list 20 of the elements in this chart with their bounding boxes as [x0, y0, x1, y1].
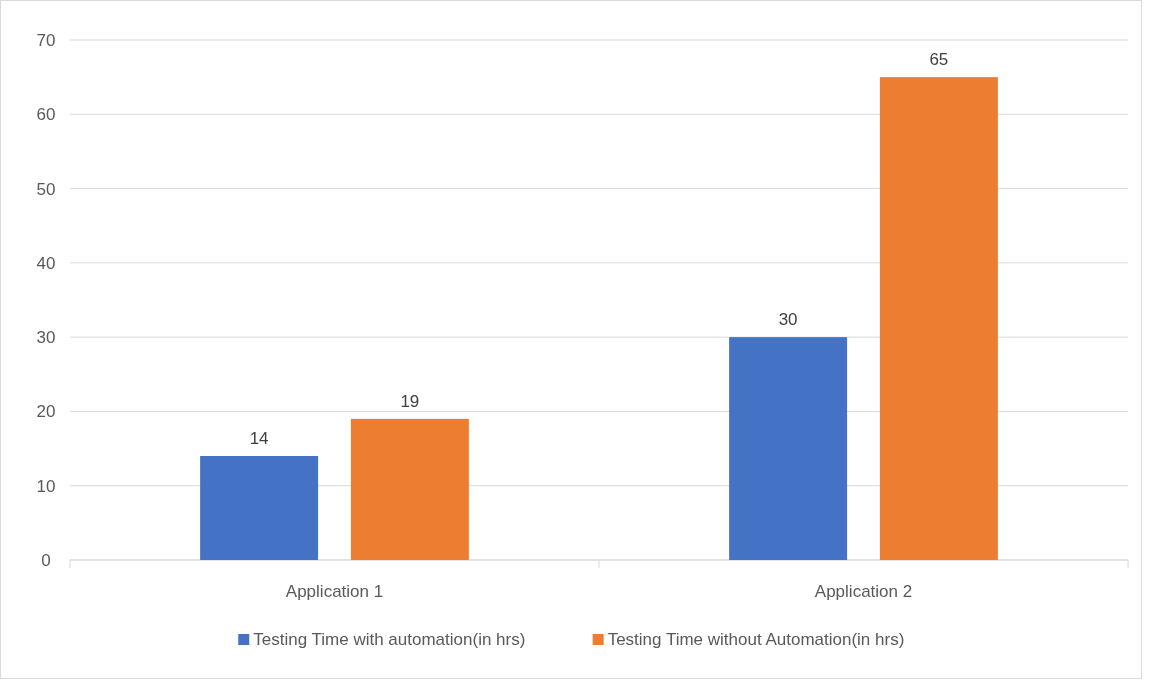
data-label: 19: [400, 391, 420, 411]
bar: [879, 77, 998, 560]
bar: [729, 337, 848, 560]
x-tick-label: Application 2: [814, 582, 913, 601]
x-tick-label: Application 1: [285, 582, 384, 601]
y-tick-label: 30: [36, 328, 56, 348]
legend-label: Testing Time without Automation(in hrs): [607, 630, 905, 649]
y-tick-label: 20: [36, 402, 56, 422]
data-label: 14: [249, 429, 269, 448]
y-tick-label: 40: [36, 253, 56, 273]
y-tick-label: 50: [36, 179, 56, 199]
bar: [350, 418, 469, 560]
y-tick-label: 70: [36, 31, 56, 50]
legend-label: Testing Time with automation(in hrs): [253, 630, 526, 649]
data-label: 65: [929, 50, 949, 70]
y-tick-label: 10: [36, 476, 56, 496]
y-tick-label: 60: [36, 105, 56, 125]
data-label: 30: [778, 310, 798, 330]
bar: [200, 456, 319, 560]
y-tick-label: 0: [41, 551, 51, 570]
